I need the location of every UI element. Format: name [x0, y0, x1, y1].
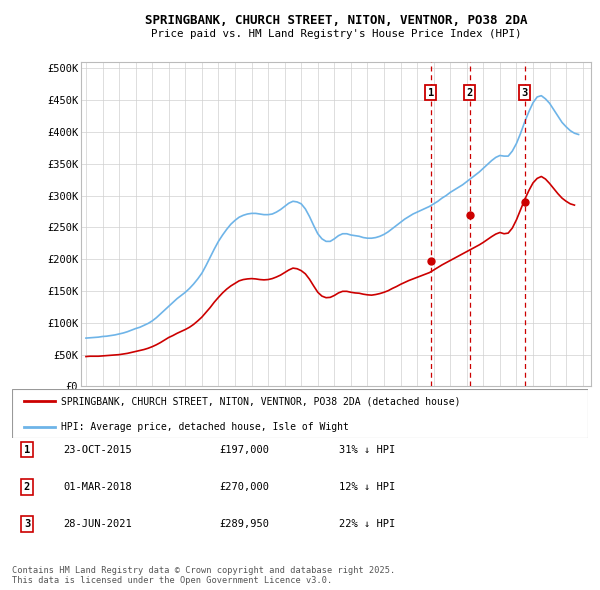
Text: 12% ↓ HPI: 12% ↓ HPI: [339, 482, 395, 491]
Text: £289,950: £289,950: [219, 519, 269, 529]
Text: 22% ↓ HPI: 22% ↓ HPI: [339, 519, 395, 529]
Text: HPI: Average price, detached house, Isle of Wight: HPI: Average price, detached house, Isle…: [61, 422, 349, 432]
Text: 2: 2: [24, 482, 30, 491]
Text: 3: 3: [521, 88, 528, 98]
Text: 1: 1: [428, 88, 434, 98]
Text: £197,000: £197,000: [219, 445, 269, 454]
Text: 23-OCT-2015: 23-OCT-2015: [63, 445, 132, 454]
Text: Price paid vs. HM Land Registry's House Price Index (HPI): Price paid vs. HM Land Registry's House …: [151, 30, 521, 39]
Text: £270,000: £270,000: [219, 482, 269, 491]
Text: 1: 1: [24, 445, 30, 454]
Text: Contains HM Land Registry data © Crown copyright and database right 2025.
This d: Contains HM Land Registry data © Crown c…: [12, 566, 395, 585]
Text: 2: 2: [467, 88, 473, 98]
Text: SPRINGBANK, CHURCH STREET, NITON, VENTNOR, PO38 2DA: SPRINGBANK, CHURCH STREET, NITON, VENTNO…: [145, 14, 527, 27]
Text: 3: 3: [24, 519, 30, 529]
Text: 31% ↓ HPI: 31% ↓ HPI: [339, 445, 395, 454]
Text: 28-JUN-2021: 28-JUN-2021: [63, 519, 132, 529]
Text: SPRINGBANK, CHURCH STREET, NITON, VENTNOR, PO38 2DA (detached house): SPRINGBANK, CHURCH STREET, NITON, VENTNO…: [61, 396, 460, 406]
Text: 01-MAR-2018: 01-MAR-2018: [63, 482, 132, 491]
FancyBboxPatch shape: [12, 389, 588, 438]
